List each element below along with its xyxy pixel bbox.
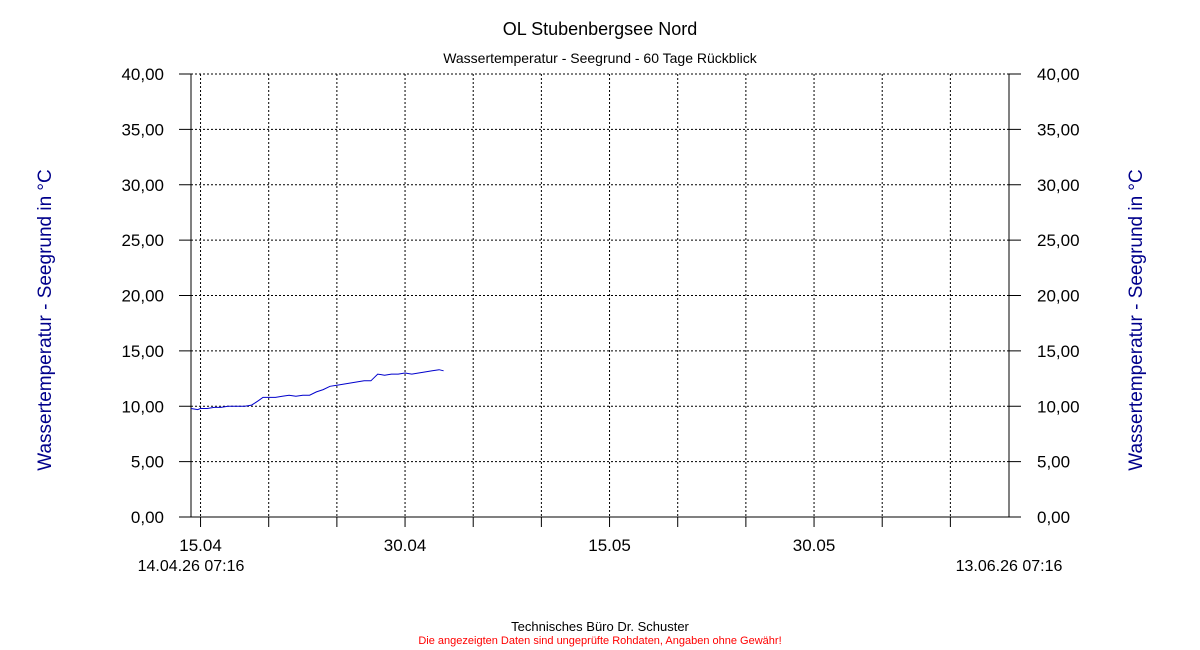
x-tick-label: 15.04 (179, 536, 222, 555)
footer-disclaimer: Die angezeigten Daten sind ungeprüfte Ro… (418, 635, 782, 647)
x-tick-label: 30.04 (384, 536, 427, 555)
y-tick-label-right: 0,00 (1037, 508, 1070, 527)
y-tick-label-left: 0,00 (131, 508, 164, 527)
y-tick-label-right: 20,00 (1037, 287, 1080, 306)
y-tick-label-right: 15,00 (1037, 342, 1080, 361)
y-tick-label-left: 20,00 (121, 287, 164, 306)
x-start-label: 14.04.26 07:16 (138, 558, 245, 575)
y-tick-label-right: 10,00 (1037, 397, 1080, 416)
y-tick-label-left: 10,00 (121, 397, 164, 416)
x-tick-label: 15.05 (588, 536, 631, 555)
y-tick-label-left: 5,00 (131, 453, 164, 472)
footer-company: Technisches Büro Dr. Schuster (511, 619, 689, 634)
y-tick-label-right: 5,00 (1037, 453, 1070, 472)
chart-subtitle: Wassertemperatur - Seegrund - 60 Tage Rü… (443, 50, 757, 66)
y-tick-label-left: 15,00 (121, 342, 164, 361)
y-tick-label-left: 30,00 (121, 176, 164, 195)
y-tick-label-left: 35,00 (121, 120, 164, 139)
x-end-label: 13.06.26 07:16 (956, 558, 1063, 575)
y-tick-label-right: 35,00 (1037, 120, 1080, 139)
y-tick-label-left: 40,00 (121, 65, 164, 84)
series-line (190, 369, 444, 411)
y-tick-label-right: 25,00 (1037, 231, 1080, 250)
x-tick-label: 30.05 (793, 536, 836, 555)
y-tick-label-left: 25,00 (121, 231, 164, 250)
y-tick-label-right: 30,00 (1037, 176, 1080, 195)
chart-title: OL Stubenbergsee Nord (502, 19, 698, 39)
y-tick-label-right: 40,00 (1037, 65, 1080, 84)
